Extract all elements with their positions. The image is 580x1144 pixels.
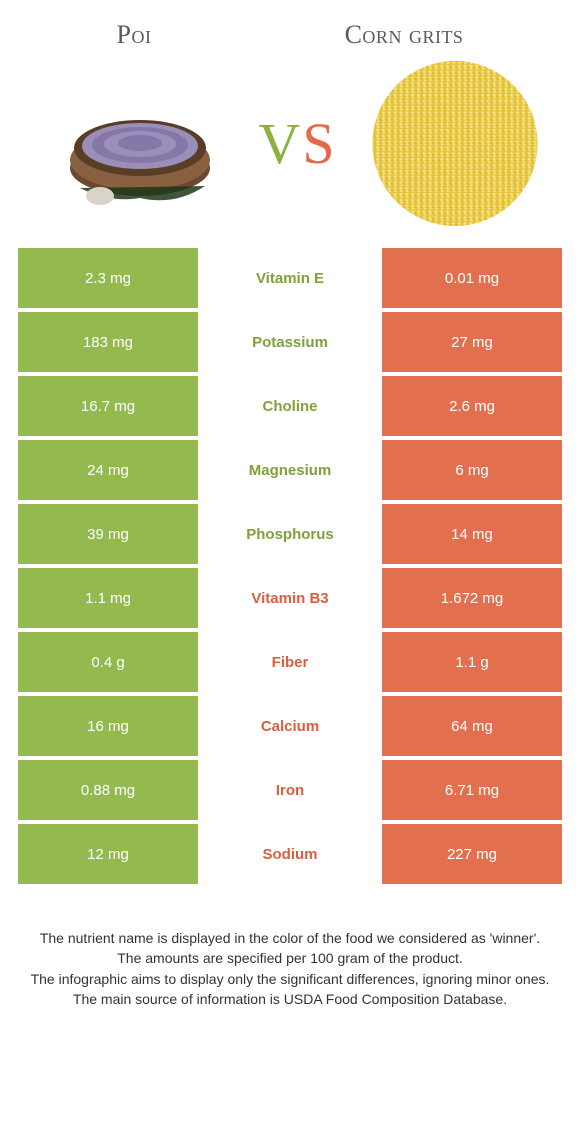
footer-line: The main source of information is USDA F… <box>30 989 550 1009</box>
left-value-cell: 39 mg <box>18 504 198 564</box>
table-row: 24 mgMagnesium6 mg <box>18 440 562 500</box>
right-value-cell: 64 mg <box>382 696 562 756</box>
right-value-cell: 1.672 mg <box>382 568 562 628</box>
header: Poi Corn grits <box>0 0 580 58</box>
footer-notes: The nutrient name is displayed in the co… <box>0 888 580 1009</box>
table-row: 0.88 mgIron6.71 mg <box>18 760 562 820</box>
right-value-cell: 14 mg <box>382 504 562 564</box>
left-value-cell: 183 mg <box>18 312 198 372</box>
left-value-cell: 24 mg <box>18 440 198 500</box>
left-value-cell: 2.3 mg <box>18 248 198 308</box>
right-value-cell: 227 mg <box>382 824 562 884</box>
table-row: 12 mgSodium227 mg <box>18 824 562 884</box>
right-value-cell: 27 mg <box>382 312 562 372</box>
footer-line: The infographic aims to display only the… <box>30 969 550 989</box>
left-value-cell: 0.4 g <box>18 632 198 692</box>
right-value-cell: 2.6 mg <box>382 376 562 436</box>
left-value-cell: 16.7 mg <box>18 376 198 436</box>
right-value-cell: 1.1 g <box>382 632 562 692</box>
nutrient-label: Iron <box>198 760 382 820</box>
nutrient-label: Vitamin B3 <box>198 568 382 628</box>
nutrient-label: Sodium <box>198 824 382 884</box>
footer-line: The nutrient name is displayed in the co… <box>30 928 550 948</box>
left-value-cell: 16 mg <box>18 696 198 756</box>
left-value-cell: 0.88 mg <box>18 760 198 820</box>
table-row: 16 mgCalcium64 mg <box>18 696 562 756</box>
left-value-cell: 12 mg <box>18 824 198 884</box>
right-value-cell: 6 mg <box>382 440 562 500</box>
nutrient-label: Calcium <box>198 696 382 756</box>
table-row: 1.1 mgVitamin B31.672 mg <box>18 568 562 628</box>
corn-grits-image <box>370 58 540 228</box>
comparison-table: 2.3 mgVitamin E0.01 mg183 mgPotassium27 … <box>0 248 580 884</box>
nutrient-label: Phosphorus <box>198 504 382 564</box>
vs-label: VS <box>258 110 336 177</box>
nutrient-label: Magnesium <box>198 440 382 500</box>
right-value-cell: 0.01 mg <box>382 248 562 308</box>
right-value-cell: 6.71 mg <box>382 760 562 820</box>
table-row: 2.3 mgVitamin E0.01 mg <box>18 248 562 308</box>
table-row: 39 mgPhosphorus14 mg <box>18 504 562 564</box>
table-row: 183 mgPotassium27 mg <box>18 312 562 372</box>
table-row: 0.4 gFiber1.1 g <box>18 632 562 692</box>
footer-line: The amounts are specified per 100 gram o… <box>30 948 550 968</box>
nutrient-label: Choline <box>198 376 382 436</box>
nutrient-label: Fiber <box>198 632 382 692</box>
nutrient-label: Vitamin E <box>198 248 382 308</box>
left-food-title: Poi <box>117 20 152 50</box>
right-food-title: Corn grits <box>345 20 464 50</box>
table-row: 16.7 mgCholine2.6 mg <box>18 376 562 436</box>
vs-v: V <box>258 111 302 176</box>
images-row: VS <box>0 58 580 248</box>
poi-image <box>55 58 225 228</box>
nutrient-label: Potassium <box>198 312 382 372</box>
left-value-cell: 1.1 mg <box>18 568 198 628</box>
vs-s: S <box>302 111 336 176</box>
